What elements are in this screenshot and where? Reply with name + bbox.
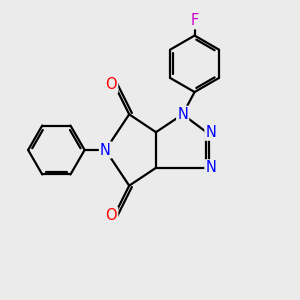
- Text: O: O: [106, 208, 117, 223]
- Text: N: N: [100, 142, 111, 158]
- Text: N: N: [206, 160, 216, 175]
- Text: F: F: [190, 13, 199, 28]
- Text: N: N: [206, 125, 216, 140]
- Text: N: N: [177, 107, 188, 122]
- Text: O: O: [106, 77, 117, 92]
